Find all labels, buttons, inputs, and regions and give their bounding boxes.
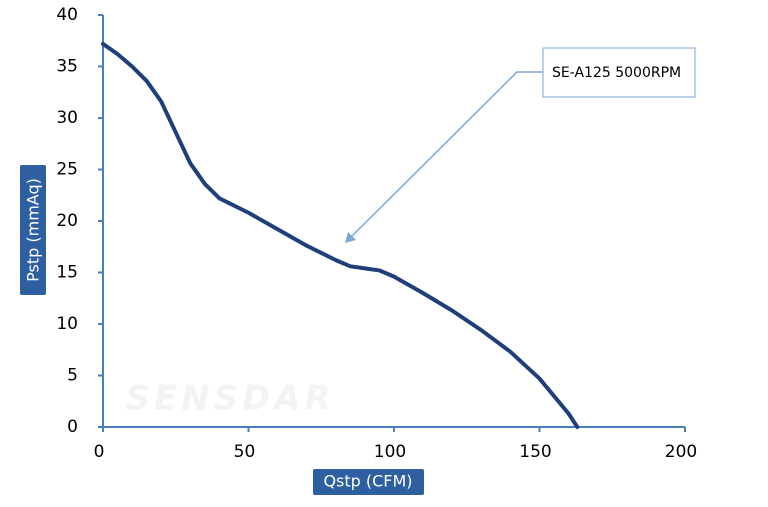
annotation: SE-A125 5000RPM — [552, 65, 681, 81]
y-tick-label: 30 — [56, 108, 78, 128]
annotation-arrow — [349, 71, 543, 239]
x-tick-label: 150 — [519, 442, 551, 462]
y-tick-label: 15 — [56, 263, 78, 283]
data-line — [101, 41, 580, 429]
x-tick-label: 100 — [374, 442, 406, 462]
annotation-box — [542, 47, 696, 98]
y-tick-label: 20 — [56, 211, 78, 231]
y-tick-label: 5 — [67, 366, 78, 386]
watermark: SENSDAR — [125, 379, 334, 419]
y-tick-label: 0 — [67, 417, 78, 437]
y-tick-label: 25 — [56, 160, 78, 180]
x-axis-label: Qstp (CFM) — [323, 472, 412, 491]
x-label-box — [313, 469, 424, 495]
x-tick-label: 50 — [234, 442, 256, 462]
y-tick-label: 10 — [56, 314, 78, 334]
y-tick-label: 40 — [56, 5, 78, 25]
y-label-box — [20, 165, 46, 295]
y-axis-label: Pstp (mmAq) — [24, 178, 43, 282]
x-tick-label: 0 — [94, 442, 105, 462]
x-tick-label: 200 — [665, 442, 697, 462]
arrow-head — [345, 232, 356, 243]
y-tick-label: 35 — [56, 57, 78, 77]
